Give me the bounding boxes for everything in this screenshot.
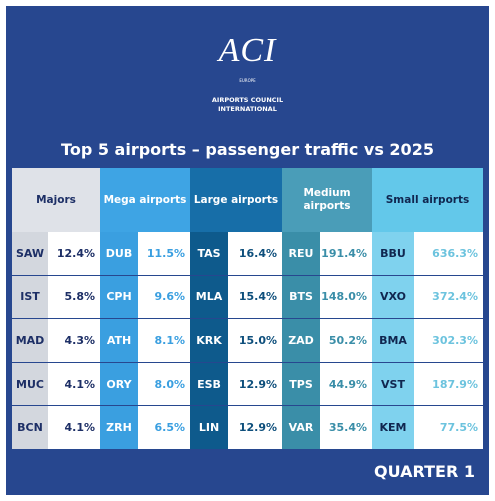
airport-code: MAD [12,319,48,362]
airport-code: KRK [190,319,228,362]
infographic: ACI EUROPE AIRPORTS COUNCIL INTERNATIONA… [6,6,489,495]
airport-code: TAS [190,232,228,275]
airport-code: ZRH [100,406,138,449]
logo: ACI [218,32,277,69]
growth-value: 44.9% [320,362,372,406]
growth-value: 12.9% [228,406,282,449]
airport-code: ZAD [282,319,320,362]
airport-code: MUC [12,362,48,406]
airport-code: VAR [282,406,320,449]
growth-value: 148.0% [320,275,372,319]
column-header: Small airports [372,168,483,232]
logo-sub: EUROPE [239,78,256,83]
airport-code: TPS [282,362,320,406]
growth-value: 187.9% [414,362,483,406]
title: Top 5 airports – passenger traffic vs 20… [61,140,434,159]
airport-code: IST [12,275,48,319]
growth-value: 636.3% [414,232,483,275]
airport-code: CPH [100,275,138,319]
growth-value: 35.4% [320,406,372,449]
growth-value: 5.8% [48,275,100,319]
growth-value: 4.3% [48,319,100,362]
airport-code: KEM [372,406,414,449]
airport-code: MLA [190,275,228,319]
growth-value: 12.4% [48,232,100,275]
growth-value: 50.2% [320,319,372,362]
growth-value: 4.1% [48,362,100,406]
growth-value: 16.4% [228,232,282,275]
column-header: Medium airports [282,168,372,232]
growth-value: 6.5% [138,406,190,449]
org-name: INTERNATIONAL [218,105,277,113]
org-name: AIRPORTS COUNCIL [211,96,284,104]
growth-value: 12.9% [228,362,282,406]
footer: QUARTER 1 [374,462,475,481]
growth-value: 8.1% [138,319,190,362]
airport-code: BTS [282,275,320,319]
airport-code: LIN [190,406,228,449]
column-header: Large airports [190,168,282,232]
airport-code: ATH [100,319,138,362]
airport-code: ESB [190,362,228,406]
growth-value: 302.3% [414,319,483,362]
column-header: Mega airports [100,168,190,232]
growth-value: 77.5% [414,406,483,449]
airport-code: BBU [372,232,414,275]
growth-value: 372.4% [414,275,483,319]
airport-code: REU [282,232,320,275]
airport-code: BMA [372,319,414,362]
growth-value: 191.4% [320,232,372,275]
airport-code: VST [372,362,414,406]
growth-value: 4.1% [48,406,100,449]
growth-value: 15.4% [228,275,282,319]
airport-code: VXO [372,275,414,319]
column-header: Majors [12,168,100,232]
growth-value: 9.6% [138,275,190,319]
airport-code: DUB [100,232,138,275]
table: Majors SAW 12.4% IST 5.8% MAD 4.3% MUC 4.1% BCN 4.… [6,6,489,495]
airport-code: SAW [12,232,48,275]
growth-value: 11.5% [138,232,190,275]
growth-value: 15.0% [228,319,282,362]
growth-value: 8.0% [138,362,190,406]
airport-code: ORY [100,362,138,406]
airport-code: BCN [12,406,48,449]
